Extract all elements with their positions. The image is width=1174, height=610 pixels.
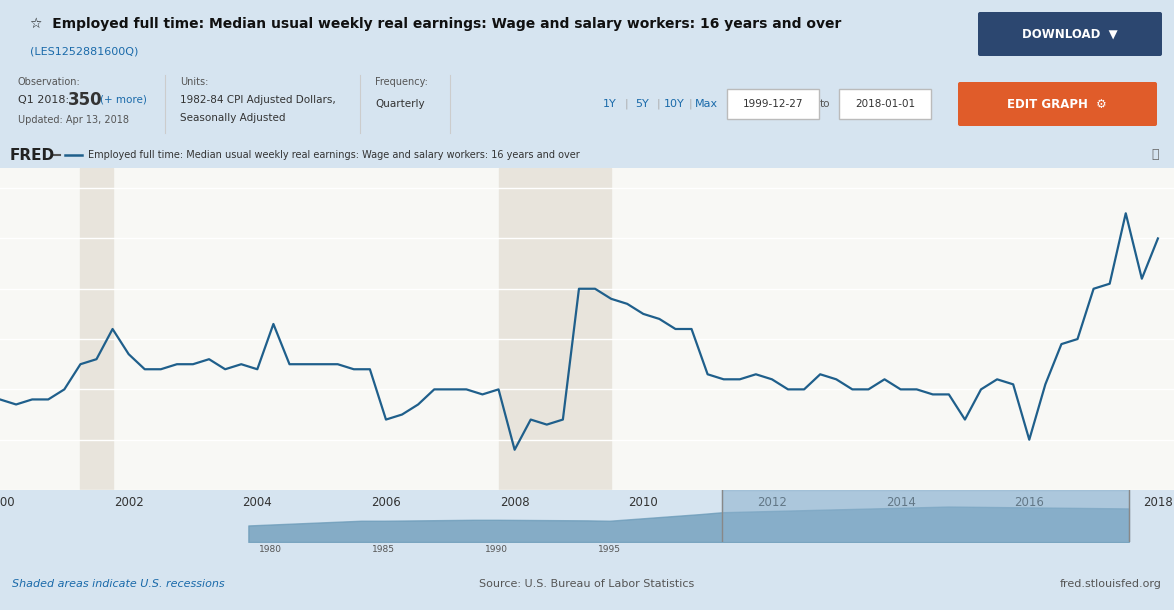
Text: Updated: Apr 13, 2018: Updated: Apr 13, 2018 xyxy=(18,115,129,125)
Bar xyxy=(499,168,612,490)
Text: |: | xyxy=(688,99,691,109)
Text: Employed full time: Median usual weekly real earnings: Wage and salary workers: : Employed full time: Median usual weekly … xyxy=(88,150,580,160)
Text: 350: 350 xyxy=(68,91,102,109)
Text: Max: Max xyxy=(695,99,717,109)
Text: fred.stlouisfed.org: fred.stlouisfed.org xyxy=(1060,579,1162,589)
Text: Source: U.S. Bureau of Labor Statistics: Source: U.S. Bureau of Labor Statistics xyxy=(479,579,695,589)
Text: Frequency:: Frequency: xyxy=(375,77,427,87)
Text: FRED: FRED xyxy=(11,148,55,162)
Text: (LES1252881600Q): (LES1252881600Q) xyxy=(31,47,139,57)
Text: 1980: 1980 xyxy=(259,545,283,553)
FancyBboxPatch shape xyxy=(727,89,819,119)
Text: EDIT GRAPH  ⚙: EDIT GRAPH ⚙ xyxy=(1007,98,1107,110)
Text: Units:: Units: xyxy=(180,77,208,87)
Text: Q1 2018:: Q1 2018: xyxy=(18,95,73,105)
Bar xyxy=(80,168,113,490)
Bar xyxy=(722,490,1129,542)
Text: 1995: 1995 xyxy=(598,545,621,553)
Text: |: | xyxy=(625,99,628,109)
Text: 10Y: 10Y xyxy=(663,99,684,109)
Text: 1985: 1985 xyxy=(372,545,396,553)
FancyBboxPatch shape xyxy=(978,12,1162,56)
Text: ☆  Employed full time: Median usual weekly real earnings: Wage and salary worker: ☆ Employed full time: Median usual weekl… xyxy=(31,17,842,31)
FancyBboxPatch shape xyxy=(958,82,1158,126)
Text: ⤢: ⤢ xyxy=(1152,148,1159,162)
Text: (+ more): (+ more) xyxy=(100,95,147,105)
Text: 1999-12-27: 1999-12-27 xyxy=(743,99,803,109)
Text: Shaded areas indicate U.S. recessions: Shaded areas indicate U.S. recessions xyxy=(12,579,224,589)
Text: DOWNLOAD  ▼: DOWNLOAD ▼ xyxy=(1023,27,1118,40)
Text: 1982-84 CPI Adjusted Dollars,: 1982-84 CPI Adjusted Dollars, xyxy=(180,95,336,105)
Text: |: | xyxy=(656,99,660,109)
Text: 5Y: 5Y xyxy=(635,99,649,109)
FancyBboxPatch shape xyxy=(839,89,931,119)
Text: 1Y: 1Y xyxy=(603,99,616,109)
Text: Seasonally Adjusted: Seasonally Adjusted xyxy=(180,113,285,123)
Text: Observation:: Observation: xyxy=(18,77,81,87)
Text: to: to xyxy=(819,99,830,109)
Text: Quarterly: Quarterly xyxy=(375,99,425,109)
Text: 2018-01-01: 2018-01-01 xyxy=(855,99,915,109)
Text: 1990: 1990 xyxy=(485,545,508,553)
